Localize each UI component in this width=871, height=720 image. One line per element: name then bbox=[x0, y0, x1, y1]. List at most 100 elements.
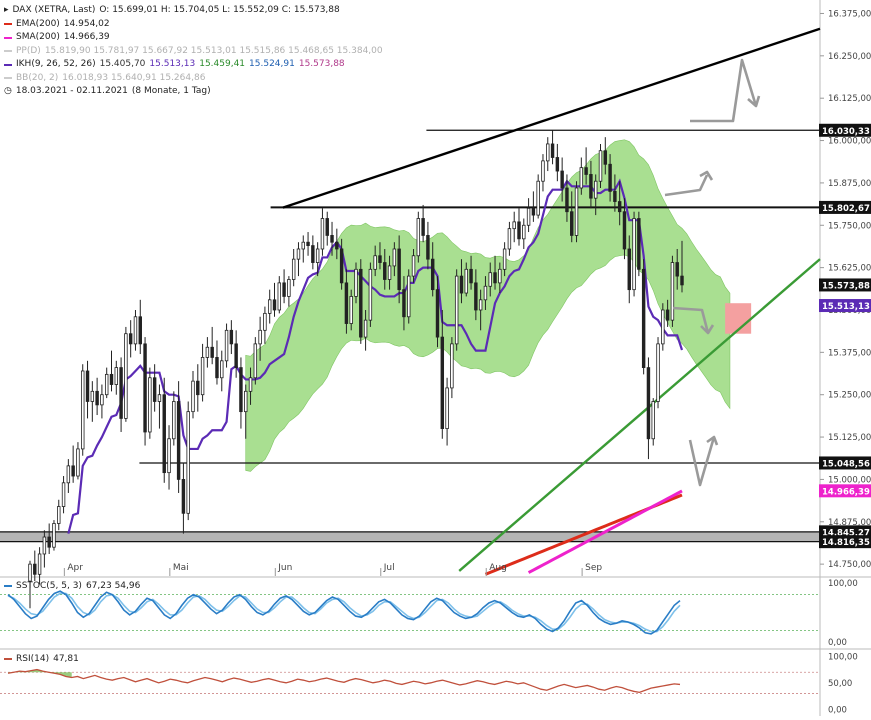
candle-body bbox=[445, 387, 449, 429]
candle bbox=[574, 181, 579, 243]
scenario-arrow-down-head bbox=[700, 324, 715, 335]
candle bbox=[301, 235, 305, 263]
candle bbox=[205, 337, 210, 368]
candle-body bbox=[47, 536, 51, 548]
candle bbox=[191, 370, 195, 419]
legend-pp-label: PP(D) bbox=[16, 45, 41, 56]
candle bbox=[325, 211, 329, 246]
candle bbox=[613, 174, 617, 212]
candle-body bbox=[167, 438, 171, 474]
candle-body bbox=[550, 143, 555, 158]
legend-collapse-icon[interactable]: ▸ bbox=[4, 5, 9, 15]
candle-body bbox=[646, 367, 651, 440]
candle-body bbox=[104, 373, 109, 396]
candle bbox=[402, 276, 406, 331]
candle bbox=[315, 242, 320, 277]
candle bbox=[579, 157, 584, 195]
candle-body bbox=[502, 248, 507, 270]
candle-body bbox=[531, 207, 536, 216]
candle-body bbox=[52, 523, 56, 548]
candle bbox=[234, 330, 238, 378]
candle bbox=[531, 191, 536, 222]
candle-body bbox=[339, 248, 344, 284]
candle-body bbox=[291, 258, 296, 280]
candle-body bbox=[354, 268, 358, 297]
candle bbox=[287, 276, 291, 307]
candle bbox=[162, 377, 166, 483]
candle-body bbox=[244, 390, 248, 413]
candle-body bbox=[483, 285, 488, 301]
candle bbox=[411, 248, 416, 283]
candle bbox=[450, 337, 454, 399]
candle-body bbox=[656, 343, 660, 402]
candle-body bbox=[71, 465, 75, 477]
candle-body bbox=[210, 346, 214, 358]
candle bbox=[507, 221, 512, 256]
candle bbox=[47, 523, 51, 554]
candle bbox=[215, 340, 219, 385]
legend-ikh-value-1: 15.405,70 bbox=[99, 59, 146, 69]
price-tag-label: 15.802,67 bbox=[822, 204, 870, 214]
candle-body bbox=[114, 367, 119, 385]
price-tag-label: 15.513,13 bbox=[822, 302, 870, 312]
candle-body bbox=[546, 143, 550, 162]
candle-body bbox=[287, 279, 291, 297]
candle bbox=[229, 320, 234, 355]
candle-body bbox=[570, 211, 574, 236]
candle bbox=[651, 398, 655, 446]
candle bbox=[85, 360, 90, 419]
candle-body bbox=[100, 394, 104, 406]
candle bbox=[181, 462, 186, 534]
candle bbox=[239, 357, 243, 429]
candle bbox=[90, 381, 95, 422]
candle bbox=[541, 154, 545, 192]
candle-body bbox=[565, 187, 569, 213]
legend-sma-row[interactable]: SMA(200) 14.966,39 bbox=[4, 31, 383, 45]
x-tick-label: Jul bbox=[383, 563, 395, 573]
candle bbox=[109, 350, 114, 392]
candle-body bbox=[392, 248, 397, 267]
candle bbox=[335, 228, 339, 260]
candle-body bbox=[234, 343, 238, 368]
rsi-y-tick-label: 100,00 bbox=[828, 652, 858, 662]
candle-body bbox=[196, 380, 200, 396]
scenario-arrow-up-2-head bbox=[699, 170, 714, 181]
y-tick-label: 15.000,00 bbox=[828, 475, 871, 485]
candle-body bbox=[440, 336, 445, 429]
rsi-legend-title: RSI(14) bbox=[16, 654, 50, 664]
candle bbox=[267, 289, 272, 324]
legend-bb-row[interactable]: BB(20, 2) 16.018,93 15.640,91 15.264,86 bbox=[4, 72, 383, 86]
candle-body bbox=[517, 221, 521, 240]
candle-body bbox=[469, 268, 473, 284]
candle-body bbox=[205, 346, 210, 358]
candle bbox=[593, 174, 598, 216]
price-tag-label: 14.966,39 bbox=[822, 487, 870, 497]
candle-body bbox=[277, 282, 282, 311]
price-tag-bg bbox=[819, 123, 871, 137]
candle-body bbox=[512, 221, 516, 230]
candle bbox=[440, 309, 445, 439]
x-tick-label: Sep bbox=[585, 563, 602, 573]
y-tick-label: 15.375,00 bbox=[828, 348, 871, 358]
legend-pp-values: 15.819,90 15.781,97 15.667,92 15.513,01 … bbox=[44, 45, 383, 56]
candle bbox=[152, 364, 157, 412]
legend-ema-value: 14.954,02 bbox=[63, 18, 110, 29]
candle bbox=[608, 154, 612, 202]
rsi-line bbox=[7, 668, 681, 694]
candle bbox=[172, 391, 176, 446]
clock-icon: ◷ bbox=[4, 86, 12, 96]
candle bbox=[354, 262, 358, 304]
legend-bb-values: 16.018,93 15.640,91 15.264,86 bbox=[62, 72, 206, 83]
candle-body bbox=[215, 357, 219, 379]
candle-body bbox=[373, 255, 377, 270]
legend-ikh-value-3: 15.459,41 bbox=[199, 59, 246, 69]
legend-pp-row[interactable]: PP(D) 15.819,90 15.781,97 15.667,92 15.5… bbox=[4, 45, 383, 59]
legend-ema-row[interactable]: EMA(200) 14.954,02 bbox=[4, 18, 383, 32]
candle-body bbox=[536, 180, 540, 216]
candle-body bbox=[402, 289, 406, 318]
candle-body bbox=[574, 187, 579, 236]
candle bbox=[665, 299, 670, 327]
legend-ikh-row[interactable]: IKH(9, 26, 52, 26) 15.405,70 15.513,13 1… bbox=[4, 58, 383, 72]
